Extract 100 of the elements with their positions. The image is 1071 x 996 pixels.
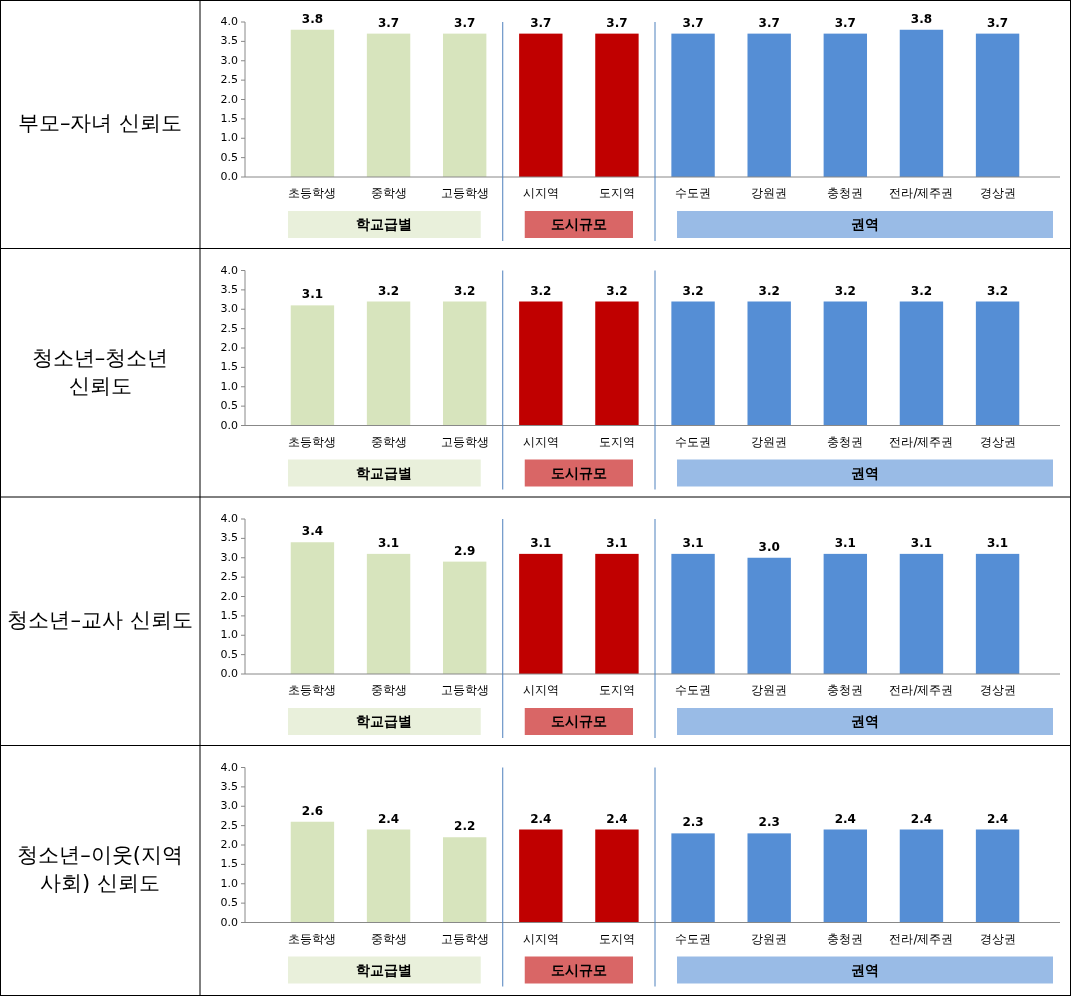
data-label: 3.1 <box>910 535 933 550</box>
y-tick-label: 1.5 <box>220 608 238 622</box>
data-label: 3.1 <box>682 535 704 550</box>
text: 권역 <box>851 216 879 232</box>
y-tick-label: 1.0 <box>220 379 238 393</box>
bar <box>366 553 411 674</box>
data-label: 3.7 <box>454 15 476 30</box>
x-tick-label: 고등학생 <box>440 186 489 200</box>
x-tick-label: 수도권 <box>675 186 712 200</box>
data-label: 3.7 <box>606 15 628 30</box>
y-tick-label: 1.0 <box>220 131 238 145</box>
y-tick-label: 0.5 <box>220 647 238 661</box>
x-tick-label: 강원권 <box>751 434 788 449</box>
x-tick-label: 도지역 <box>598 683 635 697</box>
y-tick-label: 0.5 <box>220 399 238 413</box>
data-label: 3.1 <box>834 535 856 550</box>
y-tick-label: 1.5 <box>220 111 238 125</box>
y-tick-label: 0.0 <box>220 667 238 680</box>
x-tick-label: 도지역 <box>598 186 635 200</box>
y-tick-label: 0.0 <box>220 915 238 929</box>
y-tick-label: 2.0 <box>220 92 238 106</box>
x-tick-label: 수도권 <box>675 434 712 449</box>
data-label: 2.2 <box>454 819 476 834</box>
data-label: 3.2 <box>986 283 1009 298</box>
y-tick-label: 2.0 <box>220 589 238 603</box>
x-tick-label: 중학생 <box>370 683 407 697</box>
data-label: 2.9 <box>454 543 476 558</box>
y-tick-label: 4.0 <box>220 760 238 774</box>
y-tick-label: 2.0 <box>220 838 238 851</box>
x-tick-label: 경상권 <box>979 434 1016 449</box>
data-label: 3.2 <box>530 283 552 298</box>
bar <box>442 561 487 674</box>
x-tick-label: 초등학생 <box>288 683 337 697</box>
text: 권역 <box>851 464 879 481</box>
data-label: 3.2 <box>454 283 476 298</box>
x-tick-label: 시지역 <box>522 931 559 946</box>
x-tick-label: 시지역 <box>522 434 559 449</box>
text: 청소년–교사 신뢰도 <box>7 608 193 633</box>
y-tick-label: 2.5 <box>220 321 238 335</box>
x-tick-label: 경상권 <box>979 186 1016 200</box>
data-label: 3.7 <box>986 15 1009 30</box>
x-tick-label: 중학생 <box>370 186 407 200</box>
x-tick-label: 전라/제주권 <box>889 683 954 697</box>
x-tick-label: 도지역 <box>598 434 635 449</box>
y-tick-label: 3.5 <box>220 34 238 48</box>
data-label: 3.1 <box>606 535 628 550</box>
y-tick-label: 1.0 <box>220 628 238 642</box>
data-label: 3.2 <box>682 283 704 298</box>
x-tick-label: 강원권 <box>751 931 788 946</box>
y-tick-label: 3.0 <box>220 550 238 564</box>
text: 도시규모 <box>550 216 607 232</box>
data-label: 3.7 <box>530 15 552 30</box>
text: 청소년–이웃(지역 사회) 신뢰도 <box>17 842 183 895</box>
text: 학교급별 <box>356 713 413 729</box>
data-label: 3.1 <box>377 535 400 550</box>
y-tick-label: 0.0 <box>220 170 238 183</box>
x-tick-label: 경상권 <box>979 931 1016 946</box>
x-tick-label: 경상권 <box>979 683 1016 697</box>
text: 학교급별 <box>356 961 413 978</box>
bar <box>747 557 791 674</box>
x-tick-label: 충청권 <box>827 931 864 946</box>
x-tick-label: 시지역 <box>522 683 559 697</box>
data-label: 3.7 <box>834 15 856 30</box>
x-tick-label: 초등학생 <box>288 931 337 946</box>
y-tick-label: 3.0 <box>220 302 238 316</box>
data-label: 2.6 <box>301 803 324 818</box>
x-tick-label: 고등학생 <box>440 434 489 449</box>
x-tick-label: 시지역 <box>522 186 559 200</box>
data-label: 2.3 <box>682 815 704 830</box>
text: 도시규모 <box>550 961 607 978</box>
y-tick-label: 4.0 <box>220 512 238 525</box>
y-tick-label: 1.5 <box>220 360 238 374</box>
data-label: 3.2 <box>758 283 780 298</box>
text: 학교급별 <box>356 464 413 481</box>
y-tick-label: 3.0 <box>220 799 238 813</box>
bar <box>823 553 868 674</box>
y-tick-label: 4.0 <box>220 15 238 28</box>
bar <box>975 553 1020 674</box>
bar <box>899 553 944 674</box>
y-tick-label: 2.5 <box>220 570 238 584</box>
x-tick-label: 초등학생 <box>288 186 337 200</box>
data-label: 2.4 <box>986 811 1009 826</box>
data-label: 3.2 <box>910 283 933 298</box>
x-tick-label: 중학생 <box>370 931 407 946</box>
data-label: 3.8 <box>910 11 933 26</box>
text: 권역 <box>851 961 879 978</box>
x-tick-label: 강원권 <box>751 186 788 200</box>
data-label: 3.2 <box>606 283 628 298</box>
y-tick-label: 1.0 <box>220 876 238 890</box>
data-label: 2.4 <box>530 811 552 826</box>
text: 학교급별 <box>356 216 413 232</box>
x-tick-label: 도지역 <box>598 931 635 946</box>
data-label: 3.7 <box>682 15 704 30</box>
x-tick-label: 전라/제주권 <box>889 186 954 200</box>
x-tick-label: 충청권 <box>827 186 864 200</box>
data-label: 2.4 <box>377 811 400 826</box>
data-label: 3.8 <box>301 11 324 26</box>
data-label: 2.4 <box>910 811 933 826</box>
y-tick-label: 1.5 <box>220 857 238 871</box>
data-label: 3.2 <box>377 283 400 298</box>
